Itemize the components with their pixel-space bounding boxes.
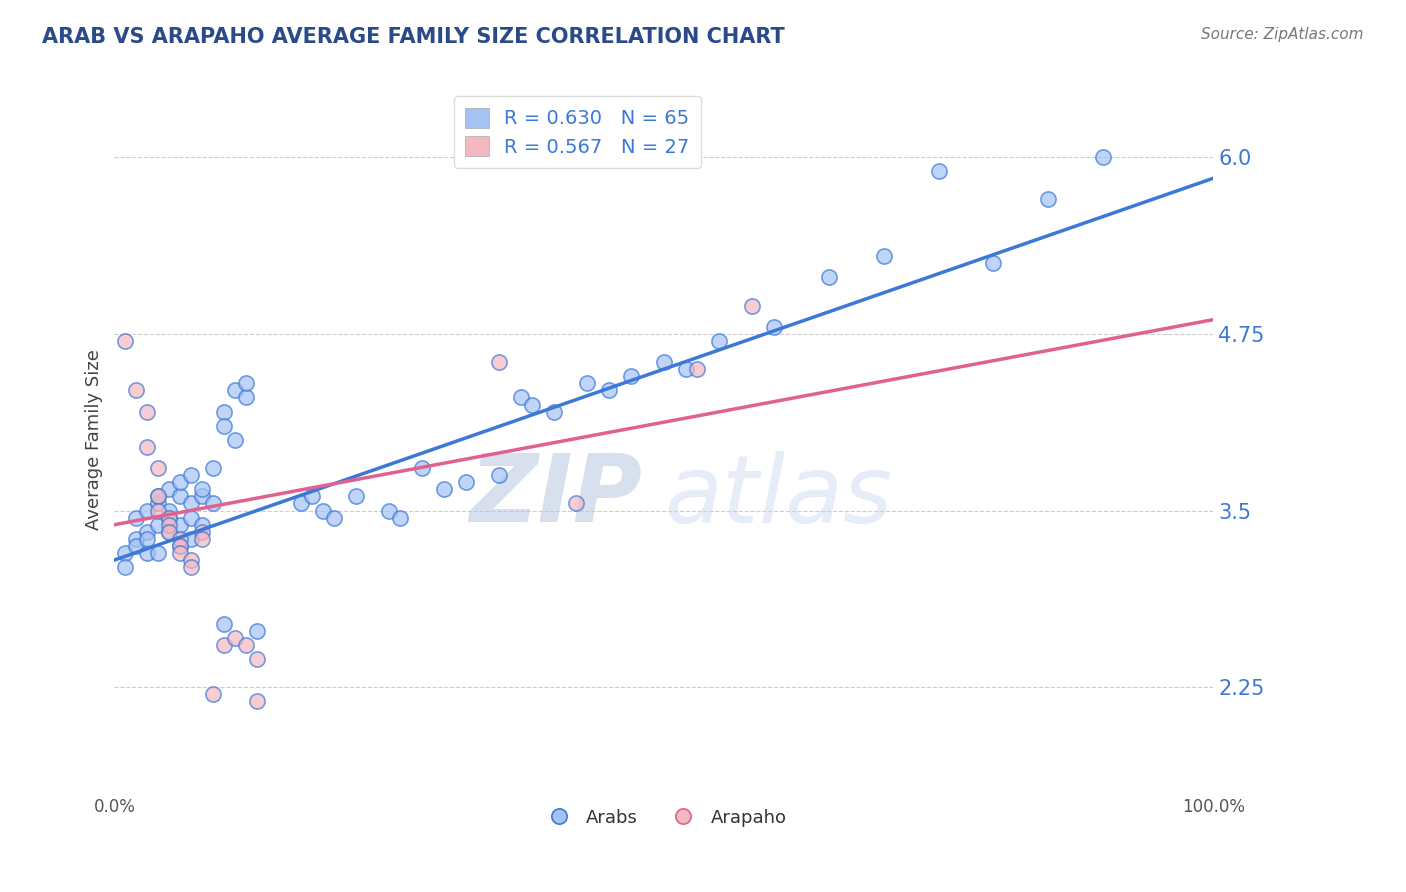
Point <box>598 384 620 398</box>
Point <box>191 532 214 546</box>
Point <box>214 404 236 418</box>
Point <box>224 631 246 645</box>
Point <box>169 517 191 532</box>
Point <box>148 503 170 517</box>
Point <box>148 496 170 510</box>
Point <box>180 496 202 510</box>
Point <box>224 433 246 447</box>
Point <box>169 539 191 553</box>
Point <box>817 270 839 285</box>
Point <box>169 546 191 560</box>
Point <box>411 461 433 475</box>
Point <box>214 638 236 652</box>
Point <box>169 475 191 490</box>
Point <box>157 517 180 532</box>
Point <box>191 517 214 532</box>
Point <box>157 510 180 524</box>
Point <box>378 503 401 517</box>
Point <box>148 517 170 532</box>
Legend: Arabs, Arapaho: Arabs, Arapaho <box>534 801 793 834</box>
Point <box>114 546 136 560</box>
Point <box>157 510 180 524</box>
Point <box>762 319 785 334</box>
Point <box>114 560 136 574</box>
Point <box>543 404 565 418</box>
Point <box>520 397 543 411</box>
Y-axis label: Average Family Size: Average Family Size <box>86 350 103 530</box>
Point <box>157 483 180 497</box>
Point <box>344 490 367 504</box>
Point <box>202 496 225 510</box>
Point <box>180 560 202 574</box>
Point <box>125 532 148 546</box>
Point <box>191 524 214 539</box>
Point <box>125 539 148 553</box>
Point <box>148 461 170 475</box>
Point <box>301 490 323 504</box>
Point <box>180 532 202 546</box>
Point <box>235 391 257 405</box>
Point <box>180 510 202 524</box>
Point <box>686 362 709 376</box>
Point <box>148 490 170 504</box>
Point <box>389 510 412 524</box>
Point <box>169 490 191 504</box>
Point <box>246 652 269 666</box>
Point <box>157 524 180 539</box>
Point <box>136 532 159 546</box>
Point <box>136 503 159 517</box>
Point <box>114 334 136 348</box>
Text: ARAB VS ARAPAHO AVERAGE FAMILY SIZE CORRELATION CHART: ARAB VS ARAPAHO AVERAGE FAMILY SIZE CORR… <box>42 27 785 46</box>
Point <box>157 524 180 539</box>
Point <box>224 384 246 398</box>
Point <box>246 694 269 708</box>
Point <box>488 468 510 483</box>
Point <box>323 510 346 524</box>
Point <box>136 546 159 560</box>
Point <box>510 391 533 405</box>
Point <box>290 496 312 510</box>
Point <box>214 616 236 631</box>
Point <box>312 503 335 517</box>
Point <box>565 496 588 510</box>
Point <box>202 461 225 475</box>
Point <box>652 355 675 369</box>
Point <box>575 376 598 391</box>
Point <box>125 510 148 524</box>
Point <box>983 256 1005 270</box>
Point <box>235 638 257 652</box>
Text: atlas: atlas <box>664 451 891 542</box>
Point <box>136 524 159 539</box>
Point <box>235 376 257 391</box>
Text: ZIP: ZIP <box>470 450 643 542</box>
Point <box>1038 193 1060 207</box>
Point <box>125 384 148 398</box>
Point <box>202 687 225 701</box>
Point <box>1092 150 1115 164</box>
Point <box>214 418 236 433</box>
Point <box>148 490 170 504</box>
Point <box>169 532 191 546</box>
Point <box>675 362 697 376</box>
Point <box>157 503 180 517</box>
Point <box>620 369 643 384</box>
Point <box>454 475 477 490</box>
Point <box>148 546 170 560</box>
Point <box>136 440 159 454</box>
Point <box>707 334 730 348</box>
Point <box>741 299 763 313</box>
Point <box>246 624 269 638</box>
Point <box>191 490 214 504</box>
Point <box>433 483 456 497</box>
Point <box>180 468 202 483</box>
Point <box>872 249 894 263</box>
Point <box>928 164 950 178</box>
Point <box>169 539 191 553</box>
Point <box>136 404 159 418</box>
Text: Source: ZipAtlas.com: Source: ZipAtlas.com <box>1201 27 1364 42</box>
Point <box>180 553 202 567</box>
Point <box>488 355 510 369</box>
Point <box>191 483 214 497</box>
